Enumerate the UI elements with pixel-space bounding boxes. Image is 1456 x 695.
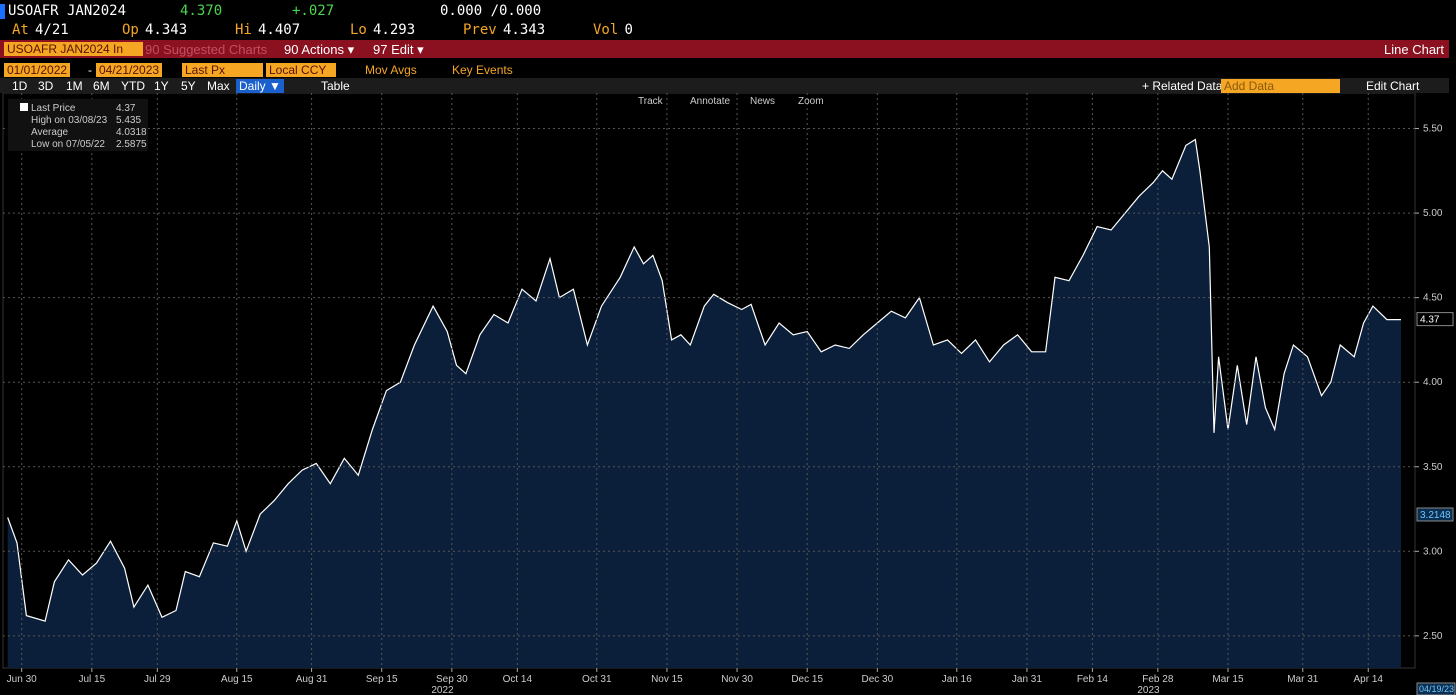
start-date[interactable]: 01/01/2022 xyxy=(4,63,71,77)
y-tick-label: 5.00 xyxy=(1423,208,1443,219)
legend-value: 4.0318 xyxy=(116,127,147,138)
tool[interactable]: Track xyxy=(638,96,664,107)
field[interactable]: Last Px xyxy=(182,63,263,77)
option[interactable]: Mov Avgs xyxy=(365,63,417,77)
period[interactable]: YTD xyxy=(121,79,145,93)
x-tick-label: Aug 31 xyxy=(296,674,328,685)
tool[interactable]: Zoom xyxy=(798,96,824,107)
bid-ask: 0.000 /0.000 xyxy=(440,3,542,19)
area xyxy=(7,139,1401,668)
x-tick-label: Aug 15 xyxy=(221,674,253,685)
quote-label: At xyxy=(12,22,29,38)
year-label: 2023 xyxy=(1137,685,1160,695)
x-tick-label: Mar 15 xyxy=(1212,674,1244,685)
x-tick-label: Sep 15 xyxy=(366,674,398,685)
period[interactable]: 1D xyxy=(12,79,28,93)
x-tick-label: Jan 16 xyxy=(942,674,972,685)
x-tick-label: Apr 14 xyxy=(1354,674,1384,685)
period[interactable]: 1M xyxy=(66,79,83,93)
x-tick-label: Feb 14 xyxy=(1077,674,1109,685)
related-data[interactable]: + Related Data xyxy=(1142,79,1223,93)
menu-item[interactable]: 90 Actions ▾ xyxy=(284,42,355,57)
legend-value: 4.37 xyxy=(116,103,136,114)
quote-label: Prev xyxy=(463,22,497,38)
period[interactable]: 5Y xyxy=(181,79,196,93)
ticker: USOAFR JAN2024 xyxy=(8,3,127,19)
x-tick-label: Jun 30 xyxy=(7,674,37,685)
date-label: 04/19/23 xyxy=(1419,684,1454,694)
y-tick-label: 4.00 xyxy=(1423,377,1443,388)
x-tick-label: Nov 15 xyxy=(651,674,683,685)
tool[interactable]: News xyxy=(750,96,775,107)
quote-label: Hi xyxy=(235,22,252,38)
x-tick-label: Dec 30 xyxy=(861,674,893,685)
x-tick-label: Sep 30 xyxy=(436,674,468,685)
legend-label: Low on 07/05/22 xyxy=(31,139,105,150)
add-data[interactable]: Add Data xyxy=(1221,79,1340,93)
x-tick-label: Jul 29 xyxy=(144,674,171,685)
toolbar xyxy=(0,78,1449,93)
x-tick-label: Mar 31 xyxy=(1287,674,1319,685)
legend-label: Average xyxy=(31,127,69,138)
menu-item[interactable]: 97 Edit ▾ xyxy=(373,42,424,57)
legend-label: High on 03/08/23 xyxy=(31,115,108,126)
x-tick-label: Jan 31 xyxy=(1012,674,1042,685)
change: +.027 xyxy=(292,3,335,19)
quote-value: 4.407 xyxy=(258,22,301,38)
quote-label: Vol xyxy=(593,22,619,38)
tool[interactable]: Annotate xyxy=(690,96,730,107)
last-price-tag: 4.37 xyxy=(1420,315,1440,326)
currency[interactable]: Local CCY xyxy=(266,63,336,77)
line xyxy=(7,138,1401,622)
date-box xyxy=(1416,682,1456,695)
last-price-tag-box xyxy=(1416,312,1454,327)
legend-value: 5.435 xyxy=(116,115,141,126)
period[interactable]: 1Y xyxy=(154,79,169,93)
x-tick-label: Feb 28 xyxy=(1142,674,1174,685)
quote-value: 4/21 xyxy=(35,22,69,38)
option[interactable]: Key Events xyxy=(452,63,513,77)
last: 4.370 xyxy=(180,3,223,19)
quote-label: Op xyxy=(122,22,139,38)
year-label: 2022 xyxy=(431,685,454,695)
legend-value: 2.5875 xyxy=(116,139,147,150)
y-tick-label: 2.50 xyxy=(1423,631,1443,642)
period[interactable]: 3D xyxy=(38,79,54,93)
y-tick-label: 5.50 xyxy=(1423,124,1443,135)
marker-tag: 3.2148 xyxy=(1420,510,1451,521)
frequency[interactable]: Daily ▼ xyxy=(236,79,284,93)
menu-bar xyxy=(0,40,1449,58)
x-tick-label: Oct 14 xyxy=(503,674,533,685)
quote-value: 4.343 xyxy=(145,22,188,38)
marker-tag-box xyxy=(1416,507,1454,522)
x-tick-label: Jul 15 xyxy=(78,674,105,685)
x-tick-label: Oct 31 xyxy=(582,674,612,685)
y-tick-label: 3.00 xyxy=(1423,546,1443,557)
end-date[interactable]: 04/21/2023 xyxy=(96,63,163,77)
dash: - xyxy=(88,63,92,77)
period[interactable]: 6M xyxy=(93,79,110,93)
legend-bg xyxy=(8,99,148,151)
x-tick-label: Nov 30 xyxy=(721,674,753,685)
chart: 2.50 3.00 3.50 4.00 4.50 5.00 5.50 Jun 30 Jul 15… xyxy=(2,93,1456,695)
y-tick-label: 3.50 xyxy=(1423,462,1443,473)
quote-label: Lo xyxy=(350,22,367,38)
quote-value: 4.343 xyxy=(503,22,546,38)
quote-value: 4.293 xyxy=(373,22,416,38)
table-button[interactable]: Table xyxy=(321,79,350,93)
quote-value: 0 xyxy=(624,22,633,38)
x-tick-label: Dec 15 xyxy=(791,674,823,685)
menu-item[interactable]: 90 Suggested Charts xyxy=(145,42,268,57)
security[interactable]: USOAFR JAN2024 In xyxy=(4,42,143,56)
legend-swatch xyxy=(20,103,28,111)
chart-type: Line Chart xyxy=(1384,42,1444,57)
y-tick-label: 4.50 xyxy=(1423,293,1443,304)
legend-label: Last Price xyxy=(31,103,76,114)
edit-chart[interactable]: Edit Chart xyxy=(1366,79,1420,93)
period[interactable]: Max xyxy=(207,79,230,93)
marker xyxy=(0,4,5,19)
